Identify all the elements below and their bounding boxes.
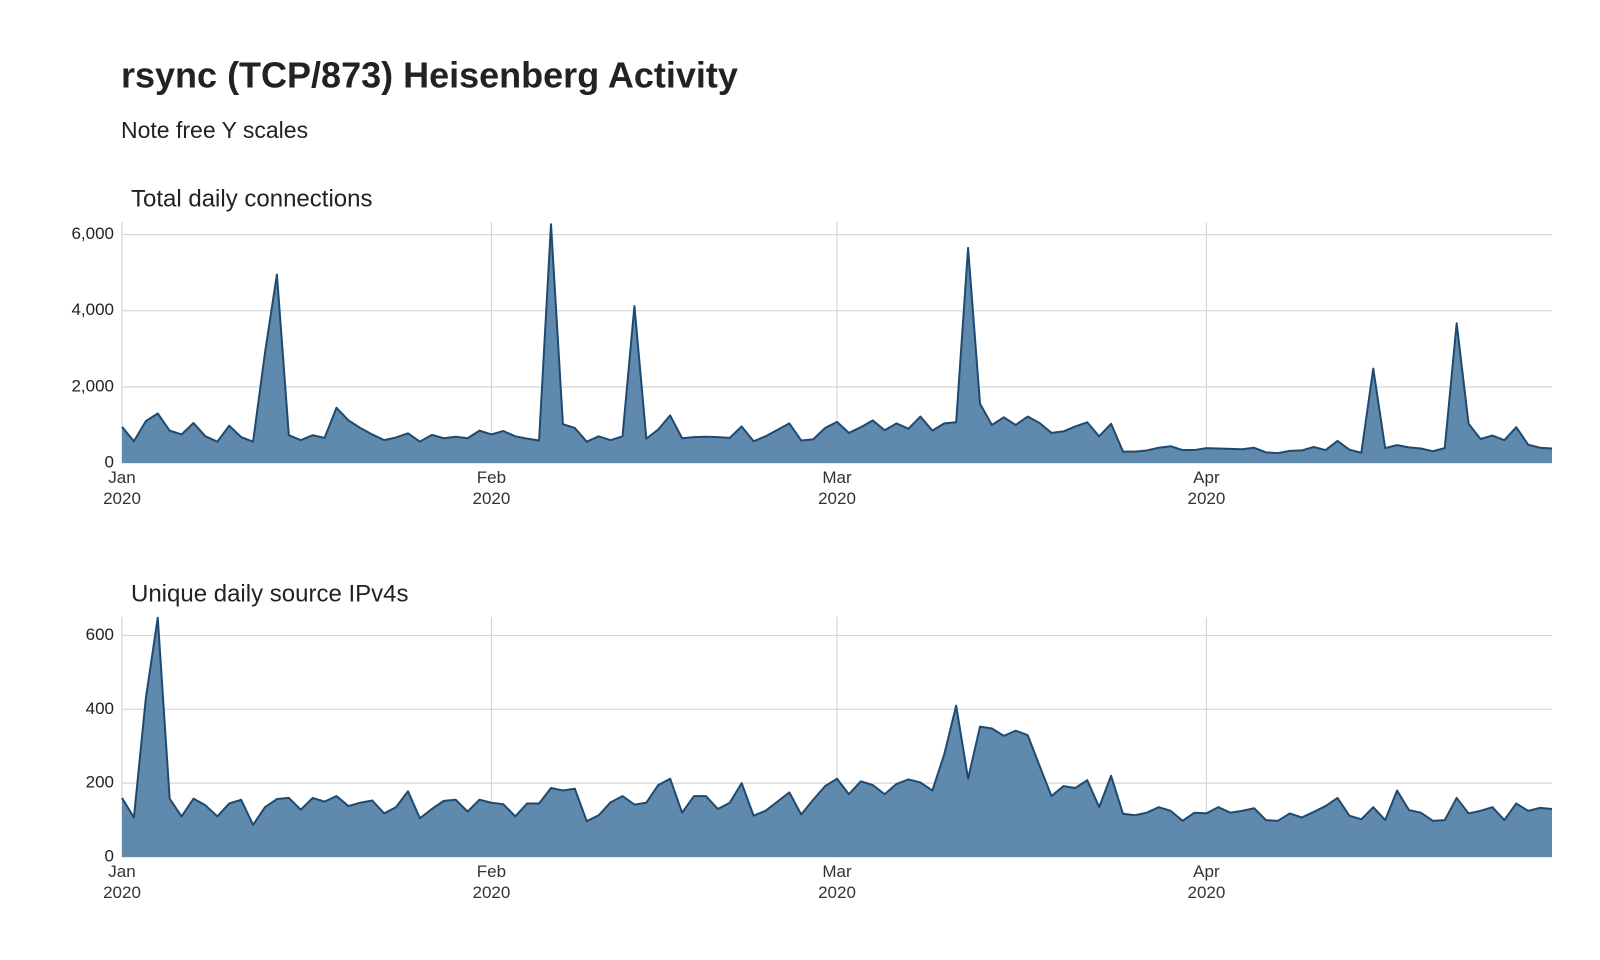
chart-subtitle: Note free Y scales [121, 117, 308, 143]
y-tick-label: 200 [86, 773, 114, 792]
area [122, 224, 1552, 463]
area [122, 617, 1552, 857]
y-tick-label: 0 [105, 452, 114, 471]
x-tick-label: Mar 2020 [818, 468, 856, 508]
panel-title: Total daily connections [131, 185, 372, 212]
x-tick-label: Mar 2020 [818, 862, 856, 902]
y-tick-label: 600 [86, 625, 114, 644]
y-tick-label: 4,000 [71, 300, 114, 319]
area-line [121, 616, 1553, 826]
x-tick-label: Apr 2020 [1187, 468, 1226, 508]
x-tick-label: Jan 2020 [103, 468, 141, 508]
y-tick-label: 6,000 [71, 224, 114, 243]
chart-title: rsync (TCP/873) Heisenberg Activity [121, 55, 738, 96]
area-line [121, 223, 1553, 455]
y-tick-label: 2,000 [71, 376, 114, 395]
x-tick-label: Feb 2020 [472, 862, 511, 902]
x-tick-label: Jan 2020 [103, 862, 141, 902]
panel-title: Unique daily source IPv4s [131, 580, 408, 607]
y-tick-label: 400 [86, 699, 114, 718]
x-tick-label: Apr 2020 [1187, 862, 1226, 902]
y-tick-label: 0 [105, 846, 114, 865]
x-tick-label: Feb 2020 [472, 468, 511, 508]
